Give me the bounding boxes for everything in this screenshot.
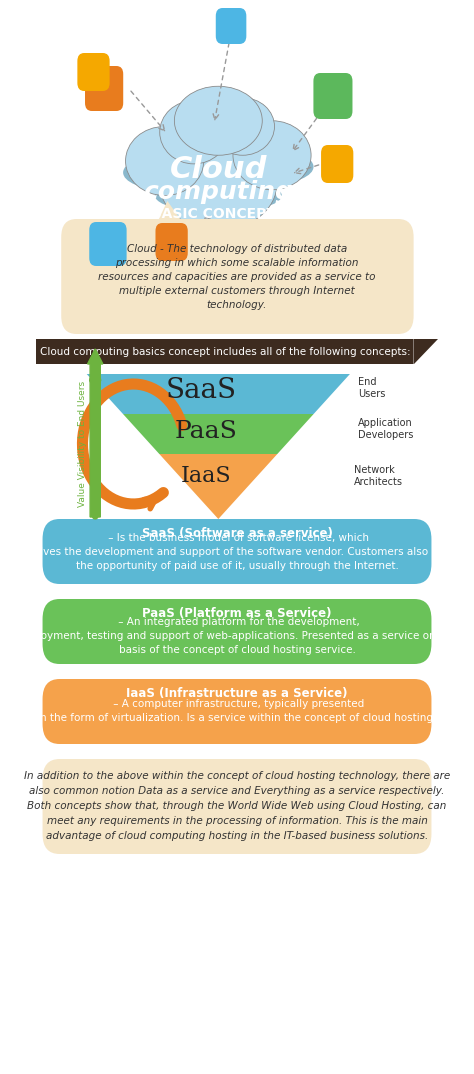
Text: In addition to the above within the concept of cloud hosting technology, there a: In addition to the above within the conc… — [24, 771, 450, 841]
Polygon shape — [159, 454, 277, 519]
Text: Cloud - The technology of distributed data
processing in which some scalable inf: Cloud - The technology of distributed da… — [98, 244, 376, 310]
Ellipse shape — [233, 120, 311, 190]
FancyBboxPatch shape — [61, 219, 414, 334]
Text: – A computer infrastructure, typically presented
in the form of virtualization. : – A computer infrastructure, typically p… — [37, 699, 437, 723]
Polygon shape — [123, 413, 314, 454]
Ellipse shape — [211, 98, 274, 156]
Text: End
Users: End Users — [358, 377, 386, 398]
Text: PaaS: PaaS — [174, 420, 237, 442]
Text: – Is the business model of software license, which
involves the development and : – Is the business model of software lice… — [18, 533, 456, 571]
Text: Cloud: Cloud — [170, 155, 267, 184]
Text: BASIC CONCEPTS: BASIC CONCEPTS — [151, 207, 286, 221]
Text: SaaS (Software as a service): SaaS (Software as a service) — [142, 527, 332, 540]
FancyBboxPatch shape — [43, 519, 431, 584]
FancyBboxPatch shape — [313, 73, 353, 119]
Ellipse shape — [155, 178, 282, 213]
Polygon shape — [87, 374, 350, 413]
Text: IaaS: IaaS — [180, 465, 231, 487]
Text: computing: computing — [143, 180, 293, 204]
Text: SaaS: SaaS — [166, 377, 237, 405]
FancyBboxPatch shape — [89, 222, 127, 266]
Ellipse shape — [126, 127, 204, 195]
Polygon shape — [414, 339, 438, 364]
Text: PaaS (Platform as a Service): PaaS (Platform as a Service) — [142, 608, 332, 621]
FancyBboxPatch shape — [216, 8, 246, 44]
Ellipse shape — [174, 86, 262, 156]
Text: Application
Developers: Application Developers — [358, 418, 414, 439]
Ellipse shape — [160, 101, 228, 164]
FancyBboxPatch shape — [43, 679, 431, 744]
FancyBboxPatch shape — [85, 66, 123, 111]
FancyArrow shape — [88, 349, 103, 517]
Ellipse shape — [123, 156, 206, 190]
Text: Network
Architects: Network Architects — [354, 465, 403, 487]
Text: IaaS (Infrastructure as a Service): IaaS (Infrastructure as a Service) — [126, 687, 348, 700]
Ellipse shape — [160, 137, 277, 230]
FancyBboxPatch shape — [321, 145, 353, 183]
Text: Cloud computing basics concept includes all of the following concepts:: Cloud computing basics concept includes … — [40, 347, 410, 357]
FancyBboxPatch shape — [77, 53, 109, 91]
FancyBboxPatch shape — [43, 599, 431, 664]
FancyBboxPatch shape — [155, 223, 188, 261]
Text: Value Visibility to End Users: Value Visibility to End Users — [78, 381, 87, 507]
Ellipse shape — [230, 149, 313, 184]
FancyBboxPatch shape — [36, 339, 414, 364]
Text: – An integrated platform for the development,
deployment, testing and support of: – An integrated platform for the develop… — [18, 616, 456, 655]
FancyBboxPatch shape — [43, 759, 431, 854]
Polygon shape — [159, 201, 180, 219]
